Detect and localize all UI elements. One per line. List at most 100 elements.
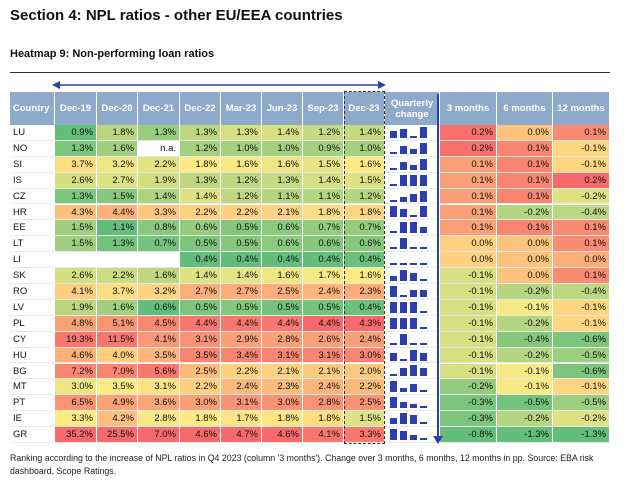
sparkline-bar — [420, 438, 427, 440]
sparkline-bar — [410, 273, 417, 281]
country-cell: LU — [10, 125, 55, 141]
value-cell: 0.0% — [553, 252, 610, 269]
value-cell: 6.5% — [55, 395, 97, 412]
value-cell: 2.4% — [303, 379, 344, 396]
value-cell: 1.6% — [97, 299, 138, 316]
sparkline-bar — [420, 126, 427, 138]
sparkline-bar — [390, 342, 397, 345]
value-cell: 0.1% — [440, 156, 497, 173]
value-cell: 0.4% — [180, 252, 221, 269]
value-cell: 1.0% — [221, 140, 262, 157]
value-cell: 0.6% — [180, 220, 221, 237]
value-cell: 3.6% — [138, 395, 180, 412]
value-cell: 0.8% — [138, 220, 180, 237]
value-cell: 1.8% — [303, 204, 344, 221]
sparkline-bar — [420, 290, 427, 297]
value-cell: -0.2% — [497, 284, 553, 300]
sparkline-bar — [400, 238, 407, 250]
sparkline-bar — [420, 352, 427, 361]
value-cell: 1.4% — [138, 188, 180, 205]
sparkline-bar — [420, 158, 427, 170]
value-cell: 1.8% — [97, 125, 138, 141]
value-cell: 2.6% — [55, 172, 97, 189]
value-cell: 4.4% — [180, 315, 221, 332]
value-cell: 0.1% — [553, 236, 610, 253]
sparkline-bar — [400, 161, 407, 170]
value-cell: 2.9% — [221, 331, 262, 348]
value-cell: 7.0% — [138, 427, 180, 443]
sparkline-bar — [390, 263, 397, 266]
value-cell: 0.6% — [262, 236, 303, 253]
value-cell: 0.1% — [497, 188, 553, 205]
value-cell: 4.6% — [262, 427, 303, 443]
value-cell: -0.1% — [440, 315, 497, 332]
value-cell: 1.0% — [262, 140, 303, 157]
value-cell: -0.2% — [440, 379, 497, 396]
value-cell: 3.3% — [55, 411, 97, 428]
value-cell: 0.4% — [221, 252, 262, 269]
value-cell: 0.9% — [55, 125, 97, 141]
value-cell: 3.0% — [55, 379, 97, 396]
value-cell: 1.6% — [221, 156, 262, 173]
sparkline-bar — [400, 294, 407, 297]
sparkline-bar — [390, 374, 397, 377]
value-cell: 0.0% — [497, 236, 553, 253]
sparkline-bar — [420, 279, 427, 281]
value-cell: 3.7% — [55, 156, 97, 173]
value-cell: 3.2% — [97, 156, 138, 173]
country-cell: EE — [10, 220, 55, 237]
value-cell: 11.5% — [97, 331, 138, 348]
sparkline-bar — [390, 429, 397, 440]
down-arrow-line — [437, 94, 439, 437]
sparkline-bar — [410, 193, 417, 202]
sparkline-bar — [420, 190, 427, 202]
sparkline-bar — [400, 431, 407, 440]
value-cell: -0.6% — [553, 363, 610, 380]
sparkline-bar — [410, 215, 417, 218]
value-cell: 1.8% — [303, 411, 344, 428]
value-cell: 1.2% — [303, 125, 344, 141]
value-cell: 0.0% — [440, 236, 497, 253]
value-cell: 4.6% — [180, 427, 221, 443]
value-cell: 2.8% — [262, 331, 303, 348]
sparkline-bar — [420, 406, 427, 409]
value-cell: -0.2% — [497, 411, 553, 428]
value-cell: 0.6% — [138, 299, 180, 316]
sparkline-bar — [410, 435, 417, 440]
value-cell: 0.2% — [440, 125, 497, 141]
sparkline-bar — [410, 135, 417, 138]
column-header: 12 months — [553, 92, 610, 125]
value-cell: 1.9% — [55, 299, 97, 316]
value-cell: 3.3% — [138, 204, 180, 221]
value-cell: 1.3% — [97, 236, 138, 253]
title: Section 4: NPL ratios - other EU/EEA cou… — [10, 7, 343, 24]
value-cell: 0.5% — [221, 220, 262, 237]
value-cell: -0.1% — [440, 363, 497, 380]
country-cell: LT — [10, 236, 55, 253]
value-cell: -0.1% — [553, 379, 610, 396]
value-cell: -0.8% — [440, 427, 497, 443]
value-cell: 1.3% — [262, 172, 303, 189]
sparkline-bg — [385, 236, 440, 253]
column-header: Jun-23 — [262, 92, 303, 125]
sparkline-bar — [420, 422, 427, 425]
value-cell: 0.5% — [180, 236, 221, 253]
sparkline-bar — [390, 417, 397, 425]
value-cell: 2.8% — [303, 395, 344, 412]
value-cell: 2.4% — [303, 284, 344, 300]
value-cell: 1.8% — [180, 411, 221, 428]
sparkline-bar — [410, 317, 417, 329]
value-cell: 2.1% — [262, 204, 303, 221]
value-cell: 3.0% — [262, 395, 303, 412]
value-cell: 1.2% — [221, 172, 262, 189]
value-cell: 0.7% — [303, 220, 344, 237]
column-header: Dec-20 — [97, 92, 138, 125]
value-cell: 0.1% — [440, 188, 497, 205]
value-cell: 19.3% — [55, 331, 97, 348]
value-cell: 3.4% — [221, 347, 262, 364]
value-cell: -0.1% — [553, 299, 610, 316]
value-cell — [97, 252, 138, 269]
value-cell: 2.6% — [55, 268, 97, 284]
value-cell: 1.4% — [221, 268, 262, 284]
